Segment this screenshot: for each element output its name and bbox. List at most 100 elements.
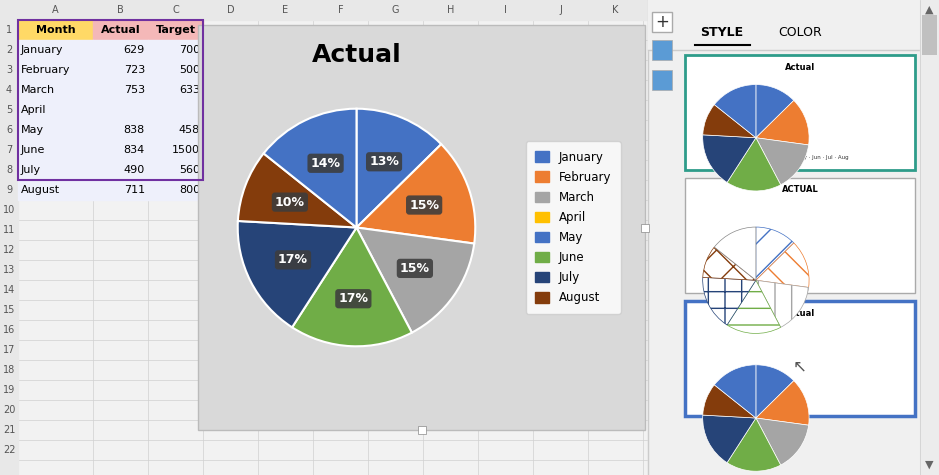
Text: 21: 21 xyxy=(3,425,15,435)
Wedge shape xyxy=(357,228,474,332)
Wedge shape xyxy=(715,85,756,138)
Text: 19: 19 xyxy=(3,385,15,395)
Text: 16: 16 xyxy=(3,325,15,335)
Text: Actual: Actual xyxy=(100,25,140,35)
Text: 5: 5 xyxy=(6,105,12,115)
Text: 800: 800 xyxy=(178,185,200,195)
Text: J: J xyxy=(559,5,562,15)
Text: Target: Target xyxy=(156,25,195,35)
Text: 633: 633 xyxy=(179,85,200,95)
Wedge shape xyxy=(357,109,441,228)
Text: 834: 834 xyxy=(124,145,145,155)
Text: 2: 2 xyxy=(6,45,12,55)
Text: 1: 1 xyxy=(6,25,12,35)
Text: July: July xyxy=(21,165,41,175)
Text: I: I xyxy=(504,5,507,15)
Bar xyxy=(652,12,672,32)
Wedge shape xyxy=(702,104,756,138)
Wedge shape xyxy=(727,418,780,471)
Text: May: May xyxy=(21,125,44,135)
Bar xyxy=(652,70,672,90)
Text: 15%: 15% xyxy=(409,199,439,211)
Text: Actual: Actual xyxy=(785,63,815,72)
Text: 838: 838 xyxy=(124,125,145,135)
Text: ACTUAL: ACTUAL xyxy=(781,186,819,194)
Text: COLOR: COLOR xyxy=(778,26,822,38)
Text: April: April xyxy=(21,105,47,115)
Text: F: F xyxy=(338,5,344,15)
Text: 18: 18 xyxy=(3,365,15,375)
Bar xyxy=(641,224,649,231)
Wedge shape xyxy=(264,109,357,228)
Text: 458: 458 xyxy=(178,125,200,135)
Wedge shape xyxy=(715,365,756,418)
Wedge shape xyxy=(357,144,475,244)
Wedge shape xyxy=(756,365,793,418)
Text: 13: 13 xyxy=(3,265,15,275)
Text: 490: 490 xyxy=(124,165,145,175)
Text: 711: 711 xyxy=(124,185,145,195)
Text: L: L xyxy=(668,5,673,15)
Title: Actual: Actual xyxy=(312,43,401,67)
Text: D: D xyxy=(226,5,235,15)
Text: 7: 7 xyxy=(6,145,12,155)
Text: 15%: 15% xyxy=(400,262,430,275)
Text: 9: 9 xyxy=(6,185,12,195)
Text: B: B xyxy=(117,5,124,15)
Wedge shape xyxy=(756,100,809,145)
Wedge shape xyxy=(702,135,756,182)
Text: +: + xyxy=(655,13,669,31)
Text: 20: 20 xyxy=(3,405,15,415)
Text: 700: 700 xyxy=(178,45,200,55)
Text: 17: 17 xyxy=(3,345,15,355)
Text: 11: 11 xyxy=(3,225,15,235)
Text: 6: 6 xyxy=(6,125,12,135)
Legend: January, February, March, April, May, June, July, August: January, February, March, April, May, Ju… xyxy=(526,141,621,314)
Text: C: C xyxy=(172,5,178,15)
Text: 500: 500 xyxy=(179,65,200,75)
Text: 10%: 10% xyxy=(275,196,305,209)
Text: 17%: 17% xyxy=(278,253,308,266)
Text: 15: 15 xyxy=(3,305,15,315)
Bar xyxy=(685,178,915,293)
Text: M: M xyxy=(721,5,730,15)
Text: August: August xyxy=(21,185,60,195)
Text: H: H xyxy=(447,5,454,15)
Text: ▲: ▲ xyxy=(925,5,933,15)
Text: K: K xyxy=(612,5,619,15)
Wedge shape xyxy=(756,85,793,138)
Wedge shape xyxy=(238,221,357,327)
Text: Jan · Feb · Mar · May · Jun · Jul · Aug: Jan · Feb · Mar · May · Jun · Jul · Aug xyxy=(751,155,849,161)
Text: 629: 629 xyxy=(124,45,145,55)
Text: 723: 723 xyxy=(124,65,145,75)
Text: A: A xyxy=(53,5,59,15)
Text: 1500: 1500 xyxy=(172,145,200,155)
Bar xyxy=(652,40,672,60)
Text: 560: 560 xyxy=(179,165,200,175)
Bar xyxy=(18,20,203,180)
Bar xyxy=(922,15,937,55)
Text: N: N xyxy=(777,5,784,15)
Text: 14: 14 xyxy=(3,285,15,295)
Wedge shape xyxy=(702,415,756,463)
Text: E: E xyxy=(283,5,288,15)
Bar xyxy=(685,301,915,416)
Wedge shape xyxy=(702,385,756,418)
Wedge shape xyxy=(292,228,412,346)
Text: 14%: 14% xyxy=(311,157,341,170)
Wedge shape xyxy=(756,227,793,280)
Wedge shape xyxy=(702,247,756,280)
Bar xyxy=(418,426,425,434)
Text: G: G xyxy=(392,5,399,15)
Text: Month: Month xyxy=(36,25,75,35)
Text: 12: 12 xyxy=(3,245,15,255)
Text: ▼: ▼ xyxy=(925,460,933,470)
Wedge shape xyxy=(756,280,808,327)
Text: ↖: ↖ xyxy=(793,357,807,375)
Wedge shape xyxy=(756,418,808,465)
Bar xyxy=(685,55,915,170)
Text: February: February xyxy=(21,65,70,75)
Wedge shape xyxy=(756,138,808,185)
Wedge shape xyxy=(238,153,357,228)
Bar xyxy=(198,25,645,430)
